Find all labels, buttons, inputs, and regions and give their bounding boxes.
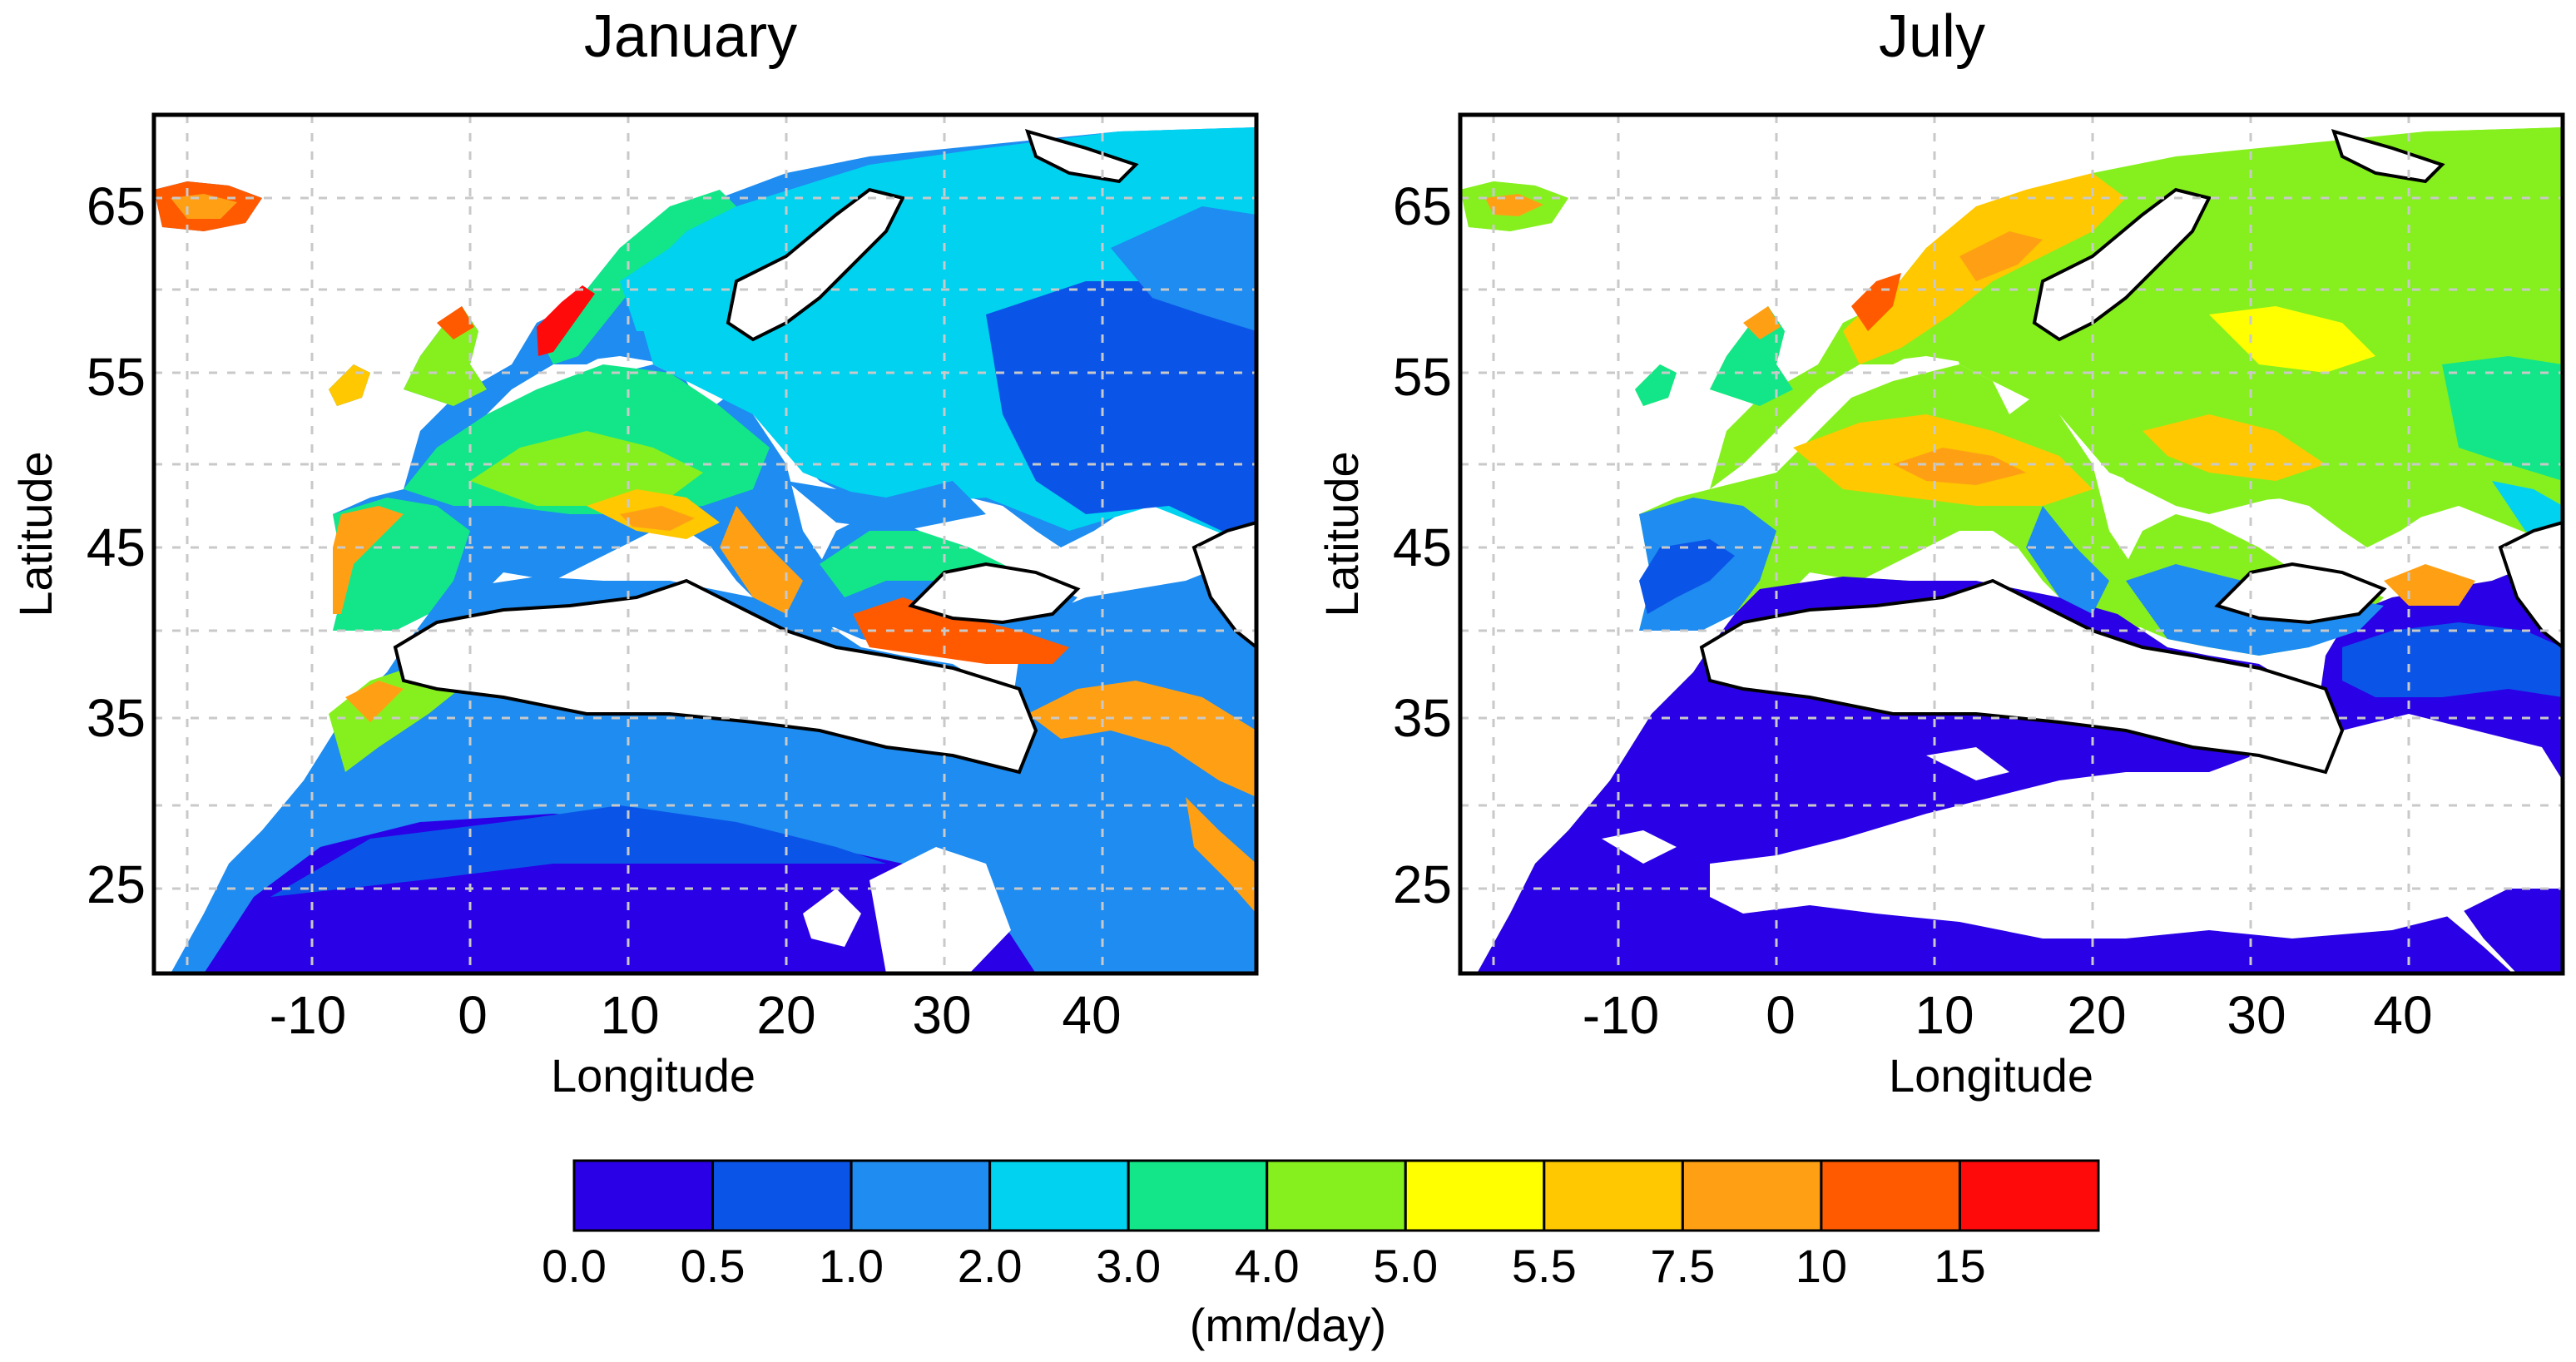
xtick-label: 40 xyxy=(1062,985,1121,1045)
colorbar-tick-label: 7.5 xyxy=(1650,1240,1715,1292)
xlabel-january: Longitude xyxy=(551,1049,755,1102)
colorbar-label: (mm/day) xyxy=(1190,1299,1386,1351)
map-panel-january xyxy=(151,112,1259,976)
colorbar-tick-label: 1.0 xyxy=(819,1240,884,1292)
xticks-july: -10 0 10 20 30 40 xyxy=(1583,985,2433,1045)
colorbar-tick-label: 2.0 xyxy=(958,1240,1023,1292)
xtick-label: -10 xyxy=(1583,985,1660,1045)
xtick-label: 10 xyxy=(1915,985,1974,1045)
xtick-label: 30 xyxy=(912,985,971,1045)
ytick-label: 65 xyxy=(1393,176,1452,236)
colorbar-swatch xyxy=(711,1159,853,1232)
ylabel-january: Latitude xyxy=(9,451,62,617)
plot-frame-july xyxy=(1458,112,2565,976)
colorbar-tick-label: 3.0 xyxy=(1096,1240,1161,1292)
ytick-label: 35 xyxy=(1393,688,1452,748)
colorbar-swatch xyxy=(1543,1159,1684,1232)
plot-frame-january xyxy=(151,112,1259,976)
xtick-label: -10 xyxy=(270,985,347,1045)
xtick-label: 20 xyxy=(756,985,815,1045)
colorbar-tick-label: 15 xyxy=(1934,1240,1985,1292)
colorbar-swatch xyxy=(988,1159,1130,1232)
colorbar-swatch xyxy=(572,1159,715,1232)
colorbar-tick-label: 5.0 xyxy=(1373,1240,1438,1292)
colorbar: 0.0 0.5 1.0 2.0 3.0 4.0 5.0 5.5 7.5 10 15 xyxy=(542,1159,2100,1292)
xtick-label: 20 xyxy=(2067,985,2126,1045)
ytick-label: 45 xyxy=(1393,518,1452,577)
xtick-label: 0 xyxy=(1766,985,1796,1045)
colorbar-tick-label: 5.5 xyxy=(1512,1240,1577,1292)
xtick-label: 40 xyxy=(2373,985,2432,1045)
colorbar-tick-label: 0.0 xyxy=(542,1240,607,1292)
colorbar-swatch xyxy=(1820,1159,1961,1232)
colorbar-swatch xyxy=(1266,1159,1407,1232)
colorbar-swatch xyxy=(850,1159,992,1232)
ytick-label: 25 xyxy=(1393,854,1452,914)
colorbar-swatch xyxy=(1681,1159,1823,1232)
panel-title-july: July xyxy=(1879,3,1985,70)
ytick-label: 45 xyxy=(87,518,146,577)
yticks-july: 65 55 45 35 25 xyxy=(1393,176,1452,914)
yticks-january: 65 55 45 35 25 xyxy=(87,176,146,914)
colorbar-tick-label: 10 xyxy=(1796,1240,1847,1292)
panel-title-january: January xyxy=(584,3,797,70)
ytick-label: 35 xyxy=(87,688,146,748)
colorbar-swatch xyxy=(1958,1159,2100,1232)
xtick-label: 10 xyxy=(600,985,659,1045)
ytick-label: 55 xyxy=(1393,347,1452,407)
xtick-label: 0 xyxy=(458,985,488,1045)
map-panel-july xyxy=(1458,112,2565,976)
ylabel-july: Latitude xyxy=(1315,451,1368,617)
grid-lines-january xyxy=(154,115,1256,973)
xlabel-july: Longitude xyxy=(1889,1049,2093,1102)
ytick-label: 55 xyxy=(87,347,146,407)
xticks-january: -10 0 10 20 30 40 xyxy=(270,985,1122,1045)
ytick-label: 25 xyxy=(87,854,146,914)
colorbar-tick-label: 4.0 xyxy=(1235,1240,1300,1292)
colorbar-tick-label: 0.5 xyxy=(681,1240,746,1292)
colorbar-swatch xyxy=(1127,1159,1269,1232)
colorbar-swatch xyxy=(1404,1159,1546,1232)
xtick-label: 30 xyxy=(2227,985,2286,1045)
ytick-label: 65 xyxy=(87,176,146,236)
grid-lines-july xyxy=(1460,115,2563,973)
